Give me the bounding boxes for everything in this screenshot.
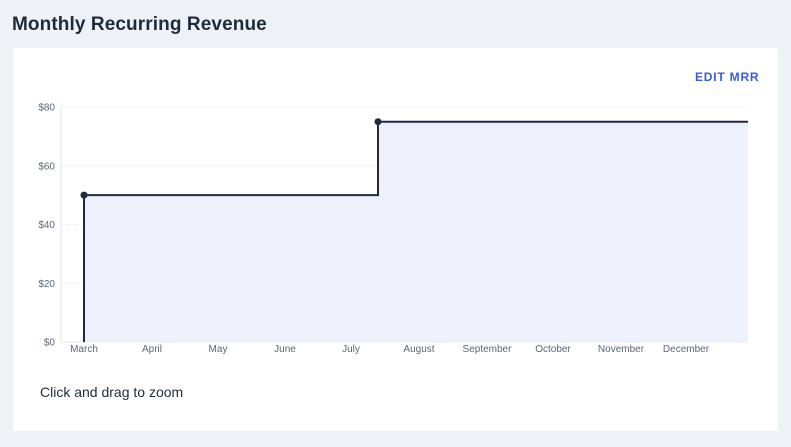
y-tick-label: $20 [38,279,55,290]
x-tick-label: March [70,344,98,355]
page-title: Monthly Recurring Revenue [12,14,267,35]
series-line [83,120,748,342]
y-tick-label: $80 [38,103,55,114]
zoom-hint: Click and drag to zoom [40,384,184,400]
x-tick-label: April [142,344,162,355]
edit-mrr-button[interactable]: EDIT MRR [695,70,760,84]
x-tick-label: October [535,344,571,355]
x-tick-label: November [598,344,645,355]
x-tick-label: September [463,344,513,355]
area-fill [84,121,748,342]
data-point [374,118,382,126]
x-tick-label: May [209,344,228,355]
x-tick-label: July [342,344,360,355]
y-tick-label: $60 [38,161,55,172]
y-tick-label: $40 [38,220,55,231]
x-tick-label: June [274,344,296,355]
x-tick-label: August [403,344,434,355]
x-tick-label: December [663,344,710,355]
data-point [80,191,88,199]
y-tick-label: $0 [44,338,56,349]
